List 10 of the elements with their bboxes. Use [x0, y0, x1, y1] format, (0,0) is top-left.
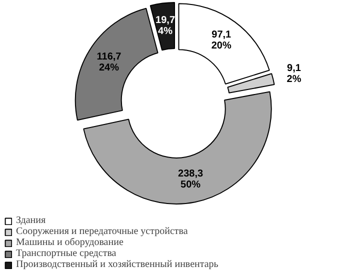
data-label: 19,7 4% — [156, 15, 176, 38]
data-label: 9,1 2% — [286, 62, 302, 85]
data-label: 97,1 20% — [211, 30, 232, 52]
legend-label: Транспортные средства — [16, 248, 116, 259]
data-label: 238,3 50% — [178, 168, 204, 191]
legend-label: Машины и оборудование — [16, 237, 124, 248]
legend-label: Здания — [16, 215, 46, 226]
legend-label: Производственный и хозяйственный инвентарь — [16, 259, 218, 270]
data-label: 116,7 24% — [96, 52, 122, 74]
legend-label: Сооружения и передаточные устройства — [16, 226, 188, 237]
